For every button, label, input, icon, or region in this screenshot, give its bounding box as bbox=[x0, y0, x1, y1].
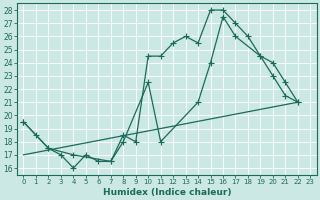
X-axis label: Humidex (Indice chaleur): Humidex (Indice chaleur) bbox=[103, 188, 231, 197]
